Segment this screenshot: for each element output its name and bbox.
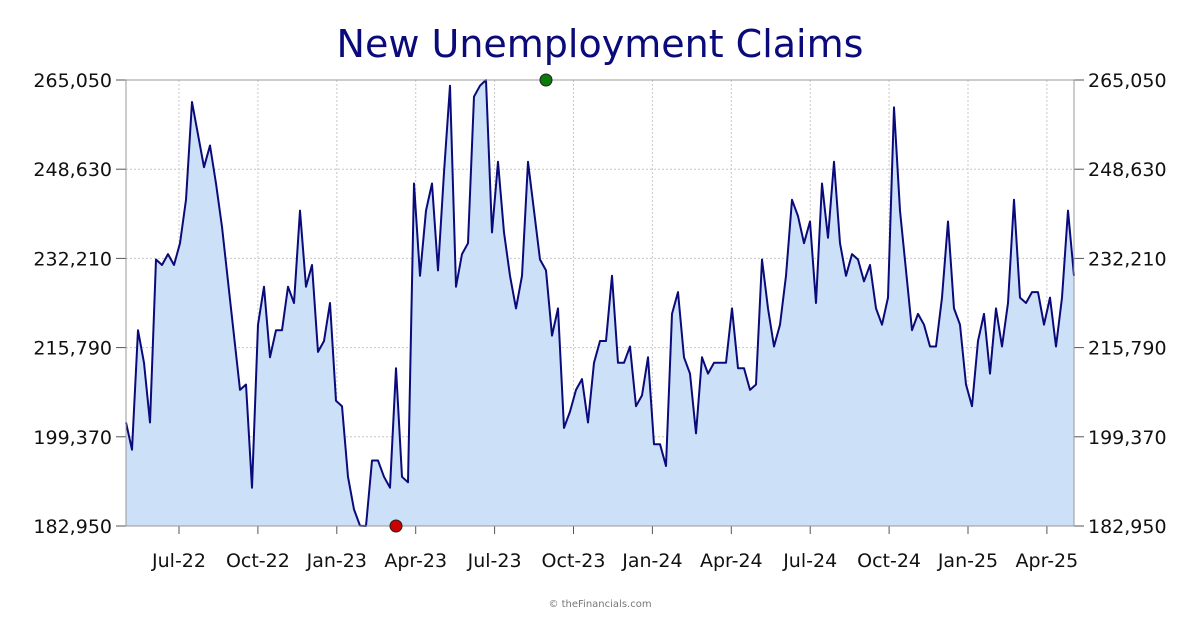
x-tick-label: Apr-24 — [700, 550, 763, 572]
credit-text: © theFinancials.com — [548, 599, 651, 610]
x-tick-label: Jul-22 — [151, 550, 206, 572]
max-marker — [539, 73, 553, 87]
x-tick-label: Oct-23 — [542, 550, 606, 572]
x-tick-label: Jul-23 — [467, 550, 522, 572]
y-tick-label-right: 232,210 — [1088, 248, 1167, 270]
y-tick-label-right: 215,790 — [1088, 338, 1167, 360]
plot-area — [125, 79, 1075, 527]
x-tick-label: Oct-22 — [226, 550, 290, 572]
series-area-fill — [126, 80, 1074, 526]
x-tick-label: Jan-24 — [621, 550, 682, 572]
y-tick-label-left: 248,630 — [33, 159, 112, 181]
y-tick-label-left: 265,050 — [33, 70, 112, 92]
x-tick-label: Jan-25 — [937, 550, 998, 572]
extreme-markers — [389, 73, 553, 533]
chart-title: New Unemployment Claims — [337, 22, 864, 66]
x-tick-label: Oct-24 — [857, 550, 921, 572]
y-tick-label-left: 199,370 — [33, 427, 112, 449]
y-tick-label-left: 182,950 — [33, 516, 112, 538]
plot-border — [125, 79, 1075, 527]
y-tick-label-right: 248,630 — [1088, 159, 1167, 181]
y-tick-label-left: 232,210 — [33, 248, 112, 270]
x-tick-label: Apr-25 — [1016, 550, 1079, 572]
y-tick-label-left: 215,790 — [33, 338, 112, 360]
x-tick-label: Jul-24 — [782, 550, 837, 572]
x-tick-label: Apr-23 — [384, 550, 447, 572]
y-tick-label-right: 199,370 — [1088, 427, 1167, 449]
y-tick-label-right: 265,050 — [1088, 70, 1167, 92]
axes: 182,950 182,950 199,370 199,370 215,790 215,7… — [33, 70, 1166, 572]
min-marker — [389, 519, 403, 533]
y-tick-label-right: 182,950 — [1088, 516, 1167, 538]
x-tick-label: Jan-23 — [306, 550, 367, 572]
series-line — [125, 79, 1075, 527]
